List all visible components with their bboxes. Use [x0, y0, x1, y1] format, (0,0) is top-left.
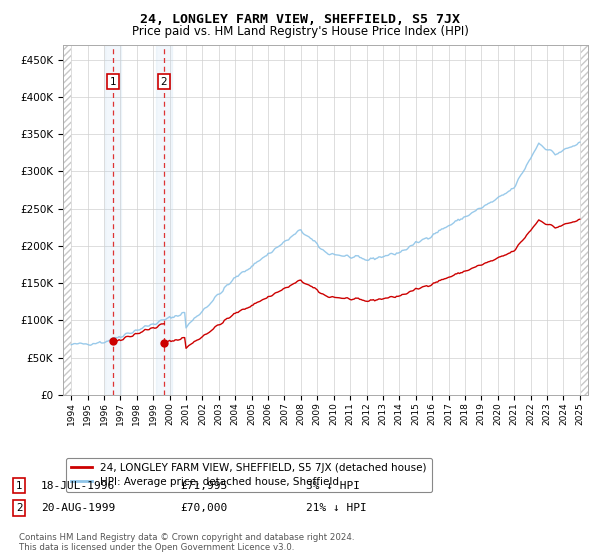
Legend: 24, LONGLEY FARM VIEW, SHEFFIELD, S5 7JX (detached house), HPI: Average price, d: 24, LONGLEY FARM VIEW, SHEFFIELD, S5 7JX… [65, 458, 431, 492]
Text: 2: 2 [16, 503, 23, 513]
Text: 21% ↓ HPI: 21% ↓ HPI [306, 503, 367, 513]
Text: 2: 2 [160, 77, 167, 87]
Text: 20-AUG-1999: 20-AUG-1999 [41, 503, 115, 513]
Text: 24, LONGLEY FARM VIEW, SHEFFIELD, S5 7JX: 24, LONGLEY FARM VIEW, SHEFFIELD, S5 7JX [140, 13, 460, 26]
Bar [581, 45, 588, 395]
Text: £71,995: £71,995 [180, 480, 227, 491]
Text: 18-JUL-1996: 18-JUL-1996 [41, 480, 115, 491]
Bar [104, 45, 121, 395]
Text: Contains HM Land Registry data © Crown copyright and database right 2024.: Contains HM Land Registry data © Crown c… [19, 533, 355, 542]
Text: This data is licensed under the Open Government Licence v3.0.: This data is licensed under the Open Gov… [19, 543, 295, 552]
Text: Price paid vs. HM Land Registry's House Price Index (HPI): Price paid vs. HM Land Registry's House … [131, 25, 469, 38]
Bar [155, 45, 172, 395]
Bar [63, 45, 71, 395]
Text: 3% ↓ HPI: 3% ↓ HPI [306, 480, 360, 491]
Text: 1: 1 [110, 77, 116, 87]
Text: 1: 1 [16, 480, 23, 491]
Text: £70,000: £70,000 [180, 503, 227, 513]
